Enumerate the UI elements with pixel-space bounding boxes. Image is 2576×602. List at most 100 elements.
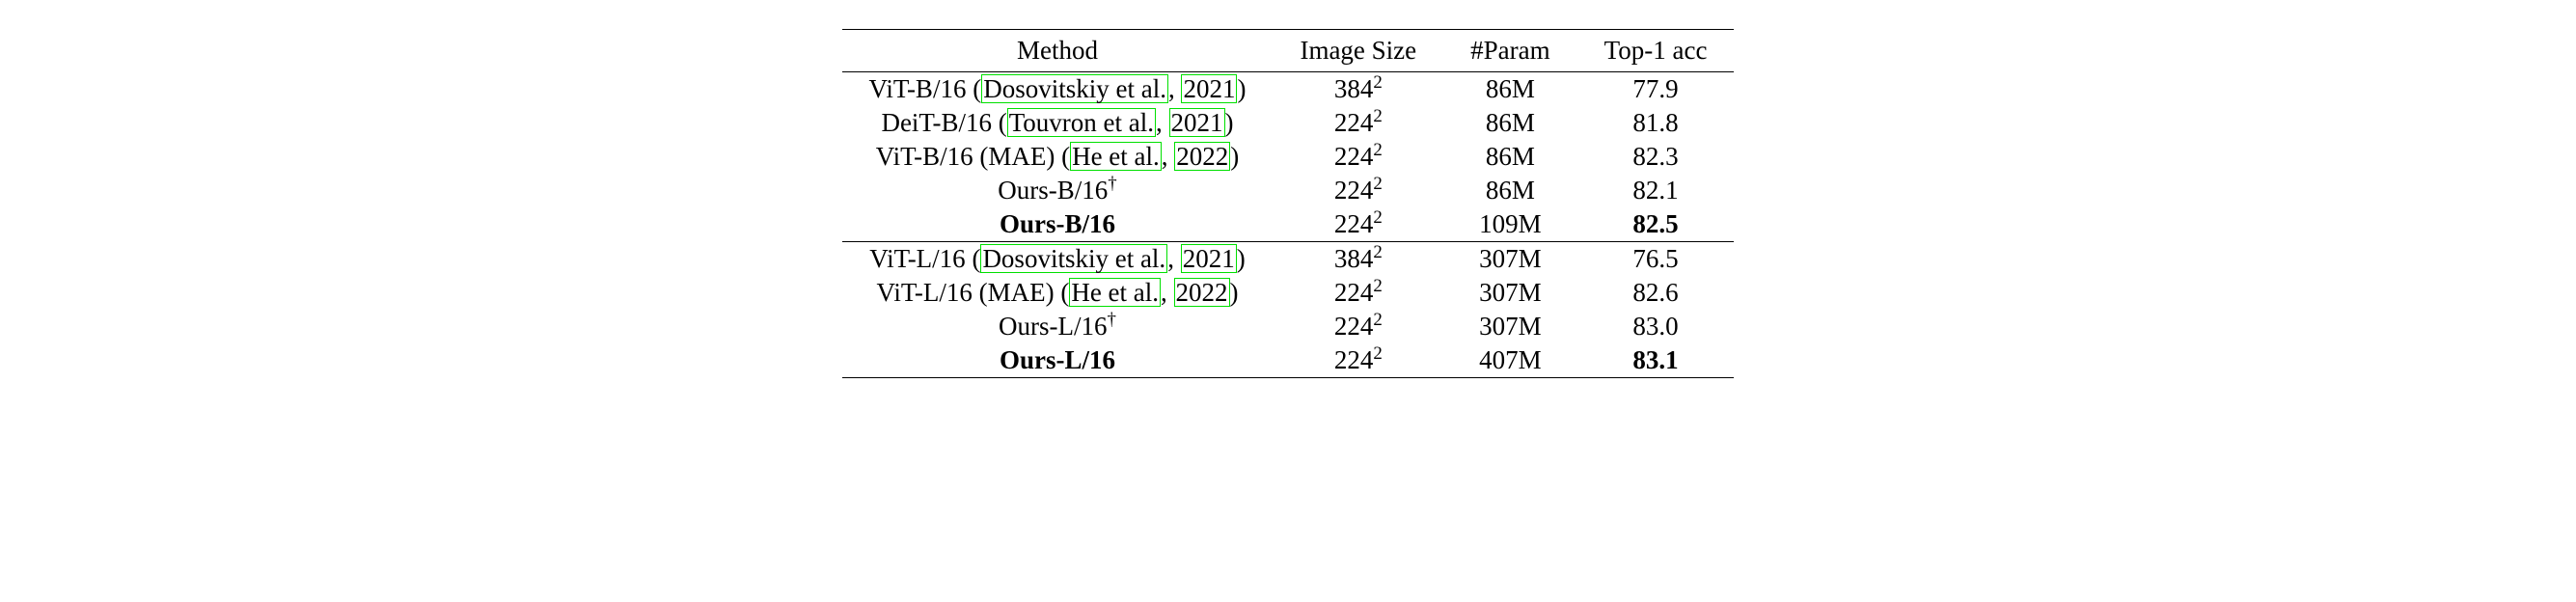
- cell-method: Ours-L/16: [842, 343, 1274, 378]
- size-exponent: 2: [1373, 140, 1382, 160]
- cite-sep: ,: [1168, 74, 1182, 103]
- method-name: ViT-B/16: [869, 74, 973, 103]
- table-header: Method Image Size #Param Top-1 acc: [842, 30, 1735, 72]
- cell-param: 109M: [1443, 207, 1576, 242]
- size-exponent: 2: [1373, 276, 1382, 296]
- cell-param: 307M: [1443, 310, 1576, 343]
- size-base: 224: [1334, 278, 1374, 307]
- citation-year-link[interactable]: 2022: [1174, 278, 1230, 307]
- citation-link[interactable]: Dosovitskiy et al.: [980, 244, 1167, 273]
- citation-link[interactable]: He et al.: [1069, 278, 1161, 307]
- citation-year-link[interactable]: 2021: [1181, 244, 1237, 273]
- cell-method: ViT-L/16 (MAE) (He et al., 2022): [842, 276, 1274, 310]
- table-container: Method Image Size #Param Top-1 acc ViT-B…: [842, 0, 1735, 407]
- cell-image-size: 2242: [1273, 106, 1443, 140]
- cell-top1: 82.5: [1577, 207, 1735, 242]
- col-method: Method: [842, 30, 1274, 72]
- size-exponent: 2: [1373, 72, 1382, 93]
- size-exponent: 2: [1373, 242, 1382, 262]
- cell-method: Ours-B/16†: [842, 174, 1274, 207]
- cell-param: 86M: [1443, 140, 1576, 174]
- size-exponent: 2: [1373, 343, 1382, 364]
- cite-close: ): [1237, 244, 1246, 273]
- citation-year-link[interactable]: 2022: [1174, 142, 1230, 171]
- cell-top1: 82.3: [1577, 140, 1735, 174]
- method-name: Ours-L/16: [999, 312, 1107, 341]
- cell-image-size: 2242: [1273, 207, 1443, 242]
- col-param: #Param: [1443, 30, 1576, 72]
- cell-method: ViT-L/16 (Dosovitskiy et al., 2021): [842, 242, 1274, 277]
- cell-top1: 77.9: [1577, 72, 1735, 107]
- table-row: ViT-L/16 (Dosovitskiy et al., 2021)38423…: [842, 242, 1735, 277]
- cite-open: (: [972, 244, 980, 273]
- cell-method: ViT-B/16 (MAE) (He et al., 2022): [842, 140, 1274, 174]
- cell-param: 86M: [1443, 106, 1576, 140]
- size-exponent: 2: [1373, 207, 1382, 228]
- cell-top1: 82.6: [1577, 276, 1735, 310]
- citation-year-link[interactable]: 2021: [1169, 108, 1225, 137]
- cite-close: ): [1230, 278, 1239, 307]
- cell-param: 86M: [1443, 72, 1576, 107]
- cell-method: Ours-B/16: [842, 207, 1274, 242]
- cite-close: ): [1225, 108, 1234, 137]
- table-row: DeiT-B/16 (Touvron et al., 2021)224286M8…: [842, 106, 1735, 140]
- cite-sep: ,: [1161, 278, 1174, 307]
- size-base: 224: [1334, 176, 1374, 205]
- table-row: Ours-L/16†2242307M83.0: [842, 310, 1735, 343]
- cell-top1: 83.0: [1577, 310, 1735, 343]
- table-row: Ours-L/16 2242 407M83.1: [842, 343, 1735, 378]
- size-base: 224: [1334, 345, 1374, 374]
- header-row: Method Image Size #Param Top-1 acc: [842, 30, 1735, 72]
- table-row: Ours-B/16†224286M82.1: [842, 174, 1735, 207]
- method-name: Ours-B/16: [998, 176, 1108, 205]
- citation-link[interactable]: Touvron et al.: [1007, 108, 1156, 137]
- citation-link[interactable]: He et al.: [1070, 142, 1162, 171]
- method-name: Ours-L/16: [1000, 345, 1115, 374]
- size-base: 224: [1334, 312, 1374, 341]
- table-body: ViT-B/16 (Dosovitskiy et al., 2021)38428…: [842, 72, 1735, 378]
- cell-param: 307M: [1443, 242, 1576, 277]
- size-base: 384: [1334, 244, 1374, 273]
- size-exponent: 2: [1373, 310, 1382, 330]
- cite-close: ): [1237, 74, 1246, 103]
- table-row: Ours-B/162242109M82.5: [842, 207, 1735, 242]
- cite-sep: ,: [1162, 142, 1175, 171]
- cite-sep: ,: [1156, 108, 1169, 137]
- cell-image-size: 2242: [1273, 276, 1443, 310]
- size-exponent: 2: [1373, 106, 1382, 126]
- method-name: ViT-B/16 (MAE): [876, 142, 1061, 171]
- cell-param: 86M: [1443, 174, 1576, 207]
- size-base: 224: [1334, 142, 1374, 171]
- table-row: ViT-B/16 (Dosovitskiy et al., 2021)38428…: [842, 72, 1735, 107]
- cell-image-size: 3842: [1273, 72, 1443, 107]
- cell-top1: 76.5: [1577, 242, 1735, 277]
- cell-method: ViT-B/16 (Dosovitskiy et al., 2021): [842, 72, 1274, 107]
- cite-open: (: [1061, 142, 1070, 171]
- dagger-icon: †: [1108, 310, 1116, 330]
- cell-param: 407M: [1443, 343, 1576, 378]
- size-exponent: 2: [1373, 174, 1382, 194]
- method-name: DeiT-B/16: [881, 108, 998, 137]
- size-base: 224: [1334, 108, 1374, 137]
- cell-image-size: 3842: [1273, 242, 1443, 277]
- cite-open: (: [973, 74, 981, 103]
- cite-open: (: [1060, 278, 1069, 307]
- cite-close: ): [1230, 142, 1239, 171]
- cell-method: Ours-L/16†: [842, 310, 1274, 343]
- cell-image-size: 2242: [1273, 174, 1443, 207]
- citation-link[interactable]: Dosovitskiy et al.: [981, 74, 1168, 103]
- col-top1: Top-1 acc: [1577, 30, 1735, 72]
- col-image-size: Image Size: [1273, 30, 1443, 72]
- citation-year-link[interactable]: 2021: [1181, 74, 1237, 103]
- method-name: Ours-B/16: [1000, 209, 1115, 238]
- table-row: ViT-L/16 (MAE) (He et al., 2022)2242307M…: [842, 276, 1735, 310]
- cell-top1: 83.1: [1577, 343, 1735, 378]
- size-base: 384: [1334, 74, 1374, 103]
- cell-image-size: 2242: [1273, 140, 1443, 174]
- cite-open: (: [999, 108, 1007, 137]
- cell-top1: 81.8: [1577, 106, 1735, 140]
- cell-image-size: 2242: [1273, 310, 1443, 343]
- cite-sep: ,: [1167, 244, 1181, 273]
- size-base: 224: [1334, 209, 1374, 238]
- cell-param: 307M: [1443, 276, 1576, 310]
